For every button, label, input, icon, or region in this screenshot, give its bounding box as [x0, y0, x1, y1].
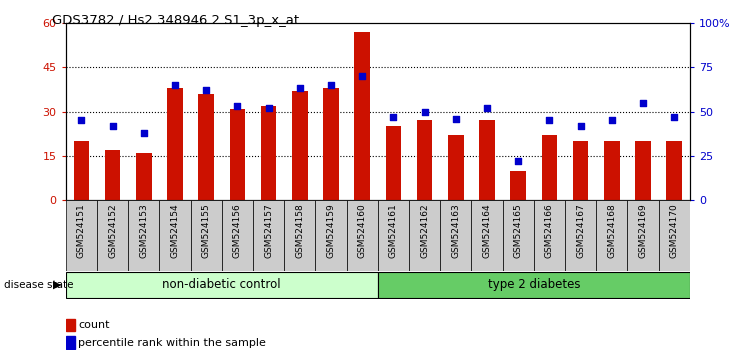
Text: count: count — [79, 320, 110, 330]
Point — [388, 114, 399, 120]
Point — [263, 105, 274, 111]
Bar — [191, 200, 222, 271]
FancyBboxPatch shape — [66, 272, 378, 298]
Bar — [635, 141, 651, 200]
Bar — [658, 200, 690, 271]
Bar — [627, 200, 658, 271]
Bar — [292, 91, 307, 200]
Text: GSM524159: GSM524159 — [326, 204, 336, 258]
Point — [606, 118, 618, 123]
Bar — [66, 200, 97, 271]
Text: GSM524165: GSM524165 — [514, 204, 523, 258]
Text: GSM524152: GSM524152 — [108, 204, 117, 258]
Bar — [284, 200, 315, 271]
Text: GSM524161: GSM524161 — [389, 204, 398, 258]
Bar — [66, 336, 75, 349]
Bar — [199, 94, 214, 200]
Bar — [440, 200, 472, 271]
Point — [138, 130, 150, 136]
Bar — [253, 200, 284, 271]
Text: GSM524168: GSM524168 — [607, 204, 616, 258]
Bar — [448, 135, 464, 200]
Text: GSM524153: GSM524153 — [139, 204, 148, 258]
Bar — [229, 109, 245, 200]
Text: GSM524164: GSM524164 — [483, 204, 491, 258]
Point — [107, 123, 118, 129]
Bar — [565, 200, 596, 271]
Bar — [573, 141, 588, 200]
Text: GSM524155: GSM524155 — [201, 204, 211, 258]
Bar — [596, 200, 627, 271]
Bar — [323, 88, 339, 200]
Text: GSM524160: GSM524160 — [358, 204, 366, 258]
Bar — [66, 319, 75, 331]
Point — [481, 105, 493, 111]
Point — [325, 82, 337, 88]
Text: GSM524156: GSM524156 — [233, 204, 242, 258]
Text: GSM524163: GSM524163 — [451, 204, 461, 258]
Text: GSM524158: GSM524158 — [295, 204, 304, 258]
Text: GSM524169: GSM524169 — [639, 204, 648, 258]
Point — [637, 100, 649, 105]
Point — [75, 118, 87, 123]
Bar — [167, 88, 182, 200]
Bar — [542, 135, 557, 200]
Bar — [666, 141, 682, 200]
Text: GDS3782 / Hs2.348946.2.S1_3p_x_at: GDS3782 / Hs2.348946.2.S1_3p_x_at — [52, 14, 299, 27]
Text: disease state: disease state — [4, 280, 73, 290]
Point — [231, 103, 243, 109]
Text: ▶: ▶ — [53, 280, 62, 290]
Text: GSM524162: GSM524162 — [420, 204, 429, 258]
Bar — [354, 32, 370, 200]
Text: GSM524154: GSM524154 — [170, 204, 180, 258]
Bar — [417, 120, 432, 200]
Bar — [385, 126, 402, 200]
Bar — [97, 200, 128, 271]
Text: GSM524170: GSM524170 — [669, 204, 679, 258]
Bar — [479, 120, 495, 200]
Point — [200, 87, 212, 93]
Point — [544, 118, 556, 123]
Point — [575, 123, 586, 129]
Point — [356, 73, 368, 79]
Point — [450, 116, 461, 121]
Text: GSM524157: GSM524157 — [264, 204, 273, 258]
FancyBboxPatch shape — [378, 272, 690, 298]
Bar — [74, 141, 89, 200]
Bar — [159, 200, 191, 271]
Bar — [378, 200, 409, 271]
Bar — [604, 141, 620, 200]
Text: GSM524166: GSM524166 — [545, 204, 554, 258]
Bar — [136, 153, 152, 200]
Text: GSM524167: GSM524167 — [576, 204, 585, 258]
Bar — [502, 200, 534, 271]
Point — [294, 86, 306, 91]
Bar — [347, 200, 378, 271]
Bar — [472, 200, 502, 271]
Bar — [409, 200, 440, 271]
Point — [669, 114, 680, 120]
Text: non-diabetic control: non-diabetic control — [162, 279, 281, 291]
Text: type 2 diabetes: type 2 diabetes — [488, 279, 580, 291]
Bar — [261, 105, 277, 200]
Text: percentile rank within the sample: percentile rank within the sample — [79, 338, 266, 348]
Bar — [510, 171, 526, 200]
Bar — [222, 200, 253, 271]
Bar — [128, 200, 159, 271]
Point — [512, 158, 524, 164]
Bar — [104, 150, 120, 200]
Bar — [534, 200, 565, 271]
Point — [169, 82, 181, 88]
Text: GSM524151: GSM524151 — [77, 204, 86, 258]
Bar — [315, 200, 347, 271]
Point — [419, 109, 431, 114]
